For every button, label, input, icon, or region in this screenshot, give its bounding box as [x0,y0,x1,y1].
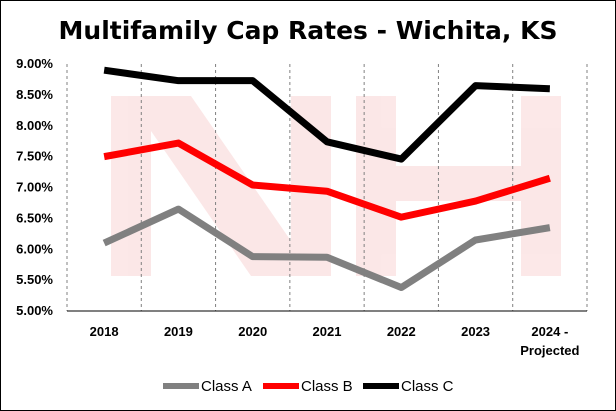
series-lines [102,66,551,292]
y-axis-ticks: 5.00% 5.50% 6.00% 6.50% 7.00% 7.50% 8.00% 8.50%… [16,56,53,318]
y-tick-label: 9.00% [16,56,53,71]
chart-title: Multifamily Cap Rates - Wichita, KS [59,16,558,45]
x-tick-label: 2022 [387,324,416,339]
legend-label-class-b: Class B [301,378,353,395]
legend-label-class-a: Class A [201,378,252,395]
x-tick-label: 2019 [164,324,193,339]
series-line-class-c [103,66,551,163]
y-tick-label: 6.00% [16,241,53,256]
y-tick-label: 7.00% [16,180,53,195]
x-tick-label: 2020 [238,324,267,339]
x-axis-ticks: 2018 2019 2020 2021 2022 2023 2024 -Projected [90,324,580,358]
y-tick-label: 5.00% [16,303,53,318]
y-tick-label: 7.50% [16,149,53,164]
x-tick-label: 2021 [313,324,342,339]
watermark-logo [111,96,561,276]
y-tick-label: 5.50% [16,272,53,287]
legend-label-class-c: Class C [401,378,454,395]
x-tick-label: 2024 -Projected [520,324,579,358]
y-tick-label: 8.00% [16,118,53,133]
y-tick-label: 8.50% [16,87,53,102]
x-tick-label: 2023 [461,324,490,339]
legend: Class A Class B Class C [163,378,454,395]
series-line-class-a [102,205,551,292]
series-line-class-b [103,139,551,221]
x-tick-label: 2018 [90,324,119,339]
y-tick-label: 6.50% [16,210,53,225]
